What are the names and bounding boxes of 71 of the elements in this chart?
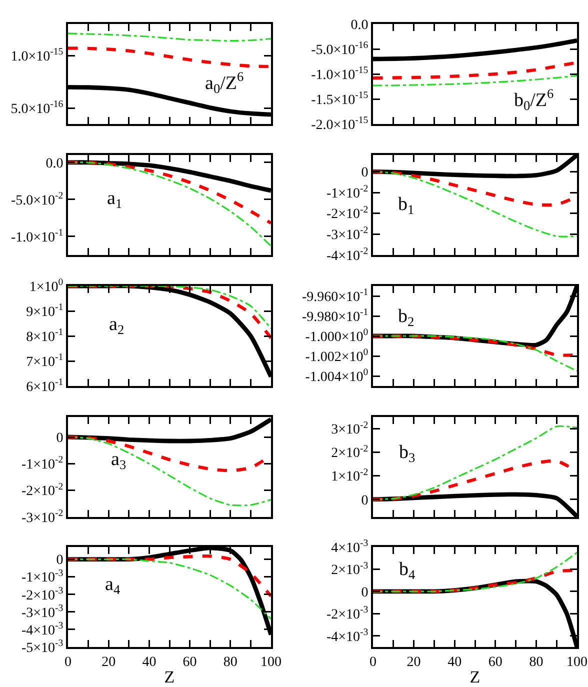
x-tick-label: 20 [102,654,116,670]
y-tick-label: -1.002×10$^{0}$ [305,347,368,365]
y-tick-label: -1.5×10$^{-15}$ [311,90,368,108]
y-tick-label: -5.0×10$^{-16}$ [311,40,368,58]
y-tick-label: 1×10$^{0}$ [29,277,64,295]
annotation: a$_{4}$ [105,574,120,597]
annotation: b$_{1}$ [398,194,414,217]
y-tick-label: 3×10$^{-2}$ [331,420,368,438]
y-tick-label: -5×10$^{-3}$ [21,638,64,656]
y-tick-label: -3×10$^{-2}$ [21,508,64,526]
y-tick-label: 2×10$^{-2}$ [331,443,368,462]
y-tick-label: -3×10$^{-3}$ [21,602,64,621]
y-tick-label: -2×10$^{-2}$ [21,481,64,500]
y-tick-label: -9.980×10$^{-1}$ [302,307,368,325]
y-tick-label: -1.0×10$^{-15}$ [311,65,368,83]
y-tick-label: -9.960×10$^{-1}$ [302,287,368,305]
line-series [68,436,271,506]
x-tick-label: 40 [448,654,462,670]
y-tick-label: -1×10$^{-2}$ [326,184,368,202]
y-tick-label: -2×10$^{-2}$ [326,204,368,222]
y-tick-label: 8×10$^{-1}$ [26,327,64,345]
x-tick-label: 40 [142,654,156,670]
y-tick-label: 0 [56,553,64,568]
y-tick-label: 0 [56,430,64,446]
x-tick-label: 100 [260,654,282,670]
x-tick-label: 100 [566,654,588,670]
annotation: b$_{4}$ [399,559,416,582]
y-tick-label: 0 [361,166,368,181]
x-tick-label: 60 [488,654,502,670]
y-tick-label: 1.0×10$^{-15}$ [10,46,64,64]
y-tick-label: 9×10$^{-1}$ [26,302,64,320]
y-tick-label: -5.0×10$^{-2}$ [10,190,64,208]
y-tick-label: 2×10$^{-3}$ [331,560,368,578]
y-tick-label: 7×10$^{-1}$ [26,352,64,370]
y-tick-label: -1.000×10$^{0}$ [305,327,368,345]
y-tick-label: -4×10$^{-3}$ [326,626,368,645]
y-tick-label: 0.0 [46,156,64,172]
annotation: a$_{1}$ [107,188,122,211]
annotation: a$_{2}$ [109,314,124,337]
y-tick-label: -4×10$^{-2}$ [326,246,368,264]
y-tick-label: 1×10$^{-2}$ [331,466,368,485]
y-tick-label: 0 [361,493,368,508]
line-series [68,286,271,340]
y-tick-label: -3×10$^{-2}$ [326,225,368,244]
line-series [373,335,577,372]
y-tick-label: -1×10$^{-2}$ [21,454,64,473]
y-tick-label: -2.0×10$^{-15}$ [311,115,368,133]
x-tick-label: 60 [182,654,197,670]
y-tick-label: -1.004×10$^{0}$ [305,367,368,385]
y-tick-label: 0.0 [350,18,368,33]
y-tick-label: -4×10$^{-3}$ [21,620,64,638]
y-tick-label: 6×10$^{-1}$ [26,377,64,395]
line-series [68,160,271,225]
annotation: b$_{3}$ [399,442,416,465]
annotation: a$_{0}$/Z$^{6}$ [205,69,244,96]
x-tick-label: 80 [529,654,544,670]
y-tick-label: 5.0×10$^{-16}$ [10,99,64,118]
y-tick-label: -2×10$^{-3}$ [21,585,64,604]
y-tick-label: -1.0×10$^{-1}$ [10,228,64,246]
annotation: a$_{3}$ [111,449,126,472]
x-tick-label: 20 [406,654,421,670]
x-axis-title: Z [470,668,480,687]
annotation: b$_{2}$ [398,306,414,329]
annotation: b$_{0}$/Z$^{6}$ [514,86,554,113]
y-tick-label: 0 [361,585,368,600]
x-axis-title: Z [164,668,175,687]
y-tick-label: 4×10$^{-3}$ [331,538,368,556]
line-series [68,554,271,598]
x-tick-label: 80 [223,654,238,670]
y-tick-label: -1×10$^{-3}$ [21,568,64,586]
y-tick-label: -2×10$^{-3}$ [326,604,368,623]
